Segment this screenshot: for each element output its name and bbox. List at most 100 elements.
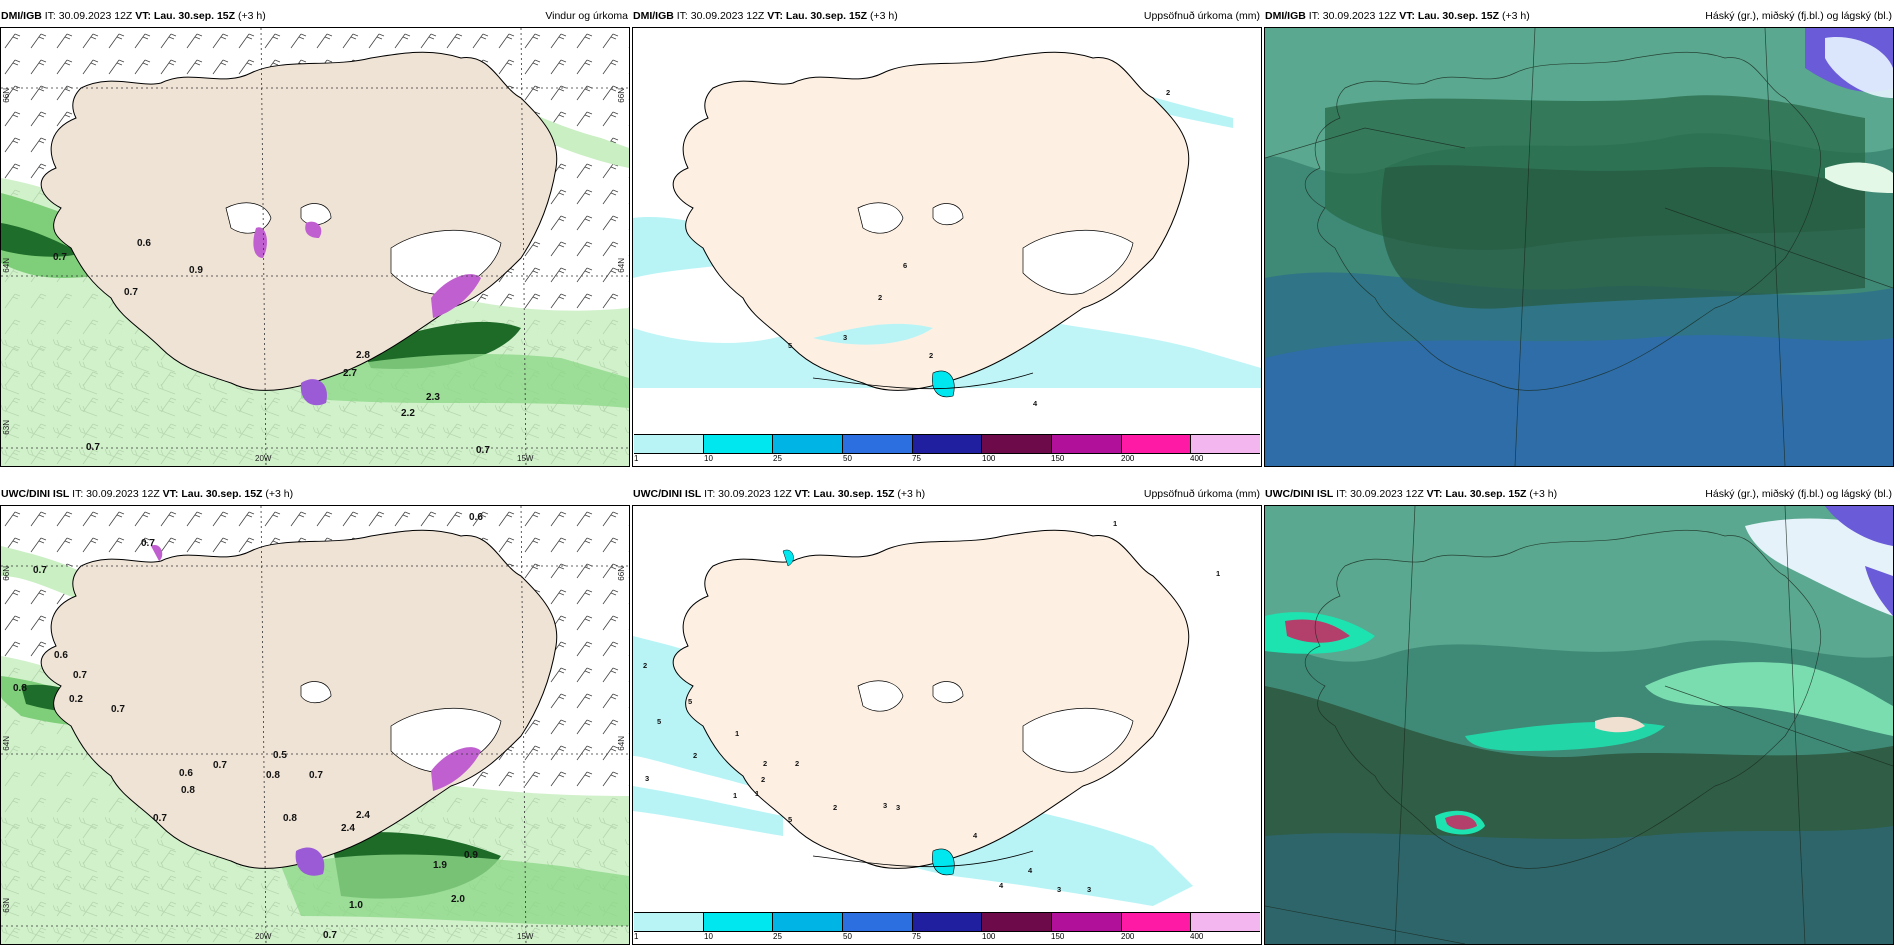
colorbar-swatch: [843, 435, 913, 453]
map-frame: 0.6 0.9 0.7 0.7 2.8 2.7 2.3 2.2 0.7 0.7 …: [0, 27, 630, 467]
lat-label: 63N: [2, 898, 11, 913]
colorbar-swatch: [703, 435, 774, 453]
contour-label: 1: [1113, 519, 1117, 528]
value-label: 0.9: [189, 265, 203, 276]
colorbar-swatch: [634, 435, 704, 453]
colorbar-tick: 150: [1051, 454, 1065, 463]
colorbar-tick: 200: [1121, 454, 1135, 463]
value-label: 0.8: [13, 683, 27, 694]
contour-label: 3: [896, 803, 900, 812]
contour-label: 4: [1033, 399, 1038, 408]
map-frame: 1 1 2 5 5 3 2 1 1 2 2 1 2 3 3 5 2 4 4 4 …: [632, 505, 1262, 945]
valid-time: VT: Lau. 30.sep. 15Z: [135, 10, 236, 22]
contour-label: 2: [1166, 88, 1170, 97]
value-label: 0.7: [476, 445, 490, 456]
colorbar-swatch: [843, 913, 913, 931]
colorbar-tick: 75: [912, 932, 921, 941]
model-source: UWC/DINI ISL: [1265, 488, 1334, 500]
colorbar-swatch: [1191, 913, 1261, 931]
value-label: 1.9: [433, 860, 447, 871]
lead-time: (+3 h): [897, 488, 926, 500]
panel-clouds-uwc: UWC/DINI ISL IT: 30.09.2023 12Z VT: Lau.…: [1264, 483, 1894, 945]
valid-time: VT: Lau. 30.sep. 15Z: [767, 10, 868, 22]
lead-time: (+3 h): [1529, 488, 1558, 500]
value-label: 0.7: [73, 670, 87, 681]
contour-label: 2: [833, 803, 837, 812]
colorbar-swatch: [912, 435, 983, 453]
contour-label: 3: [843, 333, 847, 342]
panel-title: Uppsöfnuð úrkoma (mm): [1143, 10, 1260, 22]
contour-label: 4: [973, 831, 978, 840]
colorbar: [634, 434, 1261, 454]
contour-label: 1: [733, 791, 737, 800]
lat-label: 64N: [2, 736, 11, 751]
value-label: 0.8: [181, 785, 195, 796]
colorbar-labels: 1 10 25 50 75 100 150 200 400: [634, 932, 1260, 944]
contour-label: 3: [645, 774, 649, 783]
valid-time: VT: Lau. 30.sep. 15Z: [1426, 488, 1527, 500]
colorbar-tick: 400: [1190, 454, 1204, 463]
colorbar-swatch: [1121, 435, 1192, 453]
wind-precip-map: 0.6 0.7 0.7 0.6 0.8 0.7 0.7 0.2 0.7 0.5 …: [1, 506, 629, 944]
value-label: 0.6: [137, 238, 151, 249]
value-label: 0.7: [53, 252, 67, 263]
lat-label: 66N: [617, 88, 626, 103]
panel-header: UWC/DINI ISL IT: 30.09.2023 12Z VT: Lau.…: [1264, 483, 1894, 505]
lat-label: 64N: [2, 258, 11, 273]
colorbar-swatch: [634, 913, 704, 931]
colorbar-swatch: [912, 913, 983, 931]
panel-wind-precip-uwc: UWC/DINI ISL IT: 30.09.2023 12Z VT: Lau.…: [0, 483, 630, 945]
colorbar-swatch: [1052, 435, 1122, 453]
value-label: 2.8: [356, 350, 370, 361]
colorbar-tick: 400: [1190, 932, 1204, 941]
model-source: DMI/IGB: [1265, 10, 1306, 22]
value-label: 0.9: [464, 850, 478, 861]
accum-precip-map: 2 2 2 3 5 4 6: [633, 51, 1261, 408]
lat-label: 66N: [2, 88, 11, 103]
colorbar-swatch: [1121, 913, 1192, 931]
panel-header: DMI/IGB IT: 30.09.2023 12Z VT: Lau. 30.s…: [632, 5, 1262, 27]
map-frame: [1264, 27, 1894, 467]
lon-label: 20W: [255, 454, 272, 463]
lat-label: 66N: [2, 566, 11, 581]
map-frame: [1264, 505, 1894, 945]
contour-label: 2: [643, 661, 647, 670]
value-label: 0.7: [309, 770, 323, 781]
value-label: 2.0: [451, 894, 465, 905]
colorbar-tick: 10: [704, 454, 713, 463]
contour-label: 5: [688, 697, 692, 706]
lon-label: 15W: [517, 932, 534, 941]
colorbar-tick: 100: [982, 932, 996, 941]
colorbar-tick: 25: [773, 454, 782, 463]
colorbar-tick: 1: [634, 932, 639, 941]
value-label: 0.7: [111, 704, 125, 715]
valid-time: VT: Lau. 30.sep. 15Z: [1399, 10, 1500, 22]
lon-label: 15W: [517, 454, 534, 463]
init-time: IT: 30.09.2023 12Z: [1336, 488, 1424, 500]
colorbar-tick: 75: [912, 454, 921, 463]
contour-label: 3: [1057, 885, 1061, 894]
model-source: UWC/DINI ISL: [1, 488, 70, 500]
contour-label: 2: [929, 351, 933, 360]
valid-time: VT: Lau. 30.sep. 15Z: [162, 488, 263, 500]
value-label: 0.2: [69, 694, 83, 705]
accum-precip-map: 1 1 2 5 5 3 2 1 1 2 2 1 2 3 3 5 2 4 4 4 …: [633, 519, 1220, 906]
panel-title: Háský (gr.), miðský (fj.bl.) og lágský (…: [1705, 488, 1892, 500]
value-label: 0.7: [153, 813, 167, 824]
colorbar-swatch: [773, 435, 844, 453]
value-label: 1.0: [349, 900, 363, 911]
colorbar-swatch: [773, 913, 844, 931]
contour-label: 5: [657, 717, 661, 726]
value-label: 2.4: [341, 823, 355, 834]
contour-label: 6: [903, 261, 907, 270]
panel-header: DMI/IGB IT: 30.09.2023 12Z VT: Lau. 30.s…: [0, 5, 630, 27]
value-label: 0.7: [124, 287, 138, 298]
colorbar-tick: 50: [843, 932, 852, 941]
panel-header: DMI/IGB IT: 30.09.2023 12Z VT: Lau. 30.s…: [1264, 5, 1894, 27]
panel-header: UWC/DINI ISL IT: 30.09.2023 12Z VT: Lau.…: [0, 483, 630, 505]
model-source: DMI/IGB: [1, 10, 42, 22]
value-label: 0.5: [273, 750, 287, 761]
valid-time: VT: Lau. 30.sep. 15Z: [794, 488, 895, 500]
colorbar-tick: 150: [1051, 932, 1065, 941]
contour-label: 2: [878, 293, 882, 302]
